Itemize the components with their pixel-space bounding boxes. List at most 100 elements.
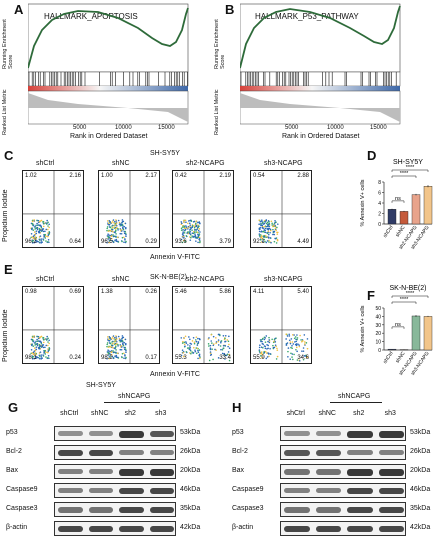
quadrant-value-ur: 2.88: [297, 173, 309, 179]
blot-band: [88, 526, 113, 533]
protein-label: β-actin: [232, 524, 254, 531]
blot-band: [88, 488, 113, 494]
xtick-a-2: 10000: [115, 125, 132, 131]
blot-band: [149, 488, 174, 495]
flow-plot: 0.98 0.69 98.1 0.24: [22, 286, 84, 364]
blot-band: [284, 450, 310, 457]
blot-band: [88, 507, 113, 513]
blot-band: [315, 450, 341, 457]
blot-band: [149, 507, 174, 514]
flow-plot-title: sh3-NCAPG: [264, 276, 303, 283]
blot-band: [58, 450, 83, 457]
quadrant-value-ul: 0.98: [25, 289, 37, 295]
blot-band: [347, 488, 373, 495]
flow-plot-title: sh2-NCAPG: [186, 160, 225, 167]
bar: [387, 209, 397, 225]
kda-label: 26kDa: [180, 448, 201, 455]
quadrant-value-ll: 55.3: [175, 355, 187, 361]
blot-band: [347, 431, 373, 438]
quadrant-value-lr: 0.17: [145, 355, 157, 361]
y-tick-label: 4: [378, 201, 381, 207]
sig-bracket: [391, 295, 429, 298]
sig-label: ****: [406, 165, 415, 171]
y-tick-label: 40: [375, 314, 381, 320]
y-tick-label: 10: [375, 340, 381, 346]
quadrant-value-ul: 0.42: [175, 173, 187, 179]
xlabel-c: Annexin Ⅴ-FITC: [150, 254, 200, 261]
xtick-a-1: 5000: [73, 125, 87, 131]
quadrant-value-ul: 5.46: [175, 289, 187, 295]
blot-band: [378, 469, 404, 476]
blot-band: [58, 469, 83, 475]
bar: [411, 194, 421, 225]
panel-label-g: G: [8, 400, 19, 415]
panel-label-f: F: [367, 288, 375, 303]
cell-line-g: SH-SY5Y: [86, 382, 116, 389]
protein-label: Caspase3: [232, 505, 264, 512]
sig-bracket: [391, 326, 405, 329]
kda-label: 20kDa: [180, 467, 201, 474]
protein-label: Caspase9: [232, 486, 264, 493]
blot-strip: [54, 464, 176, 479]
blot-band: [284, 488, 310, 494]
y-tick-label: 0: [378, 348, 381, 354]
blot-strip: [54, 445, 176, 460]
sig-bracket: [391, 301, 417, 304]
blot-band: [347, 450, 373, 456]
kda-label: 35kDa: [180, 505, 201, 512]
xtick-b-2: 10000: [327, 125, 344, 131]
bar: [423, 186, 433, 225]
y-tick-label: 50: [375, 306, 381, 312]
blot-band: [149, 431, 174, 438]
quadrant-value-lr: 3.79: [219, 239, 231, 245]
flow-plot-title: shNC: [112, 276, 130, 283]
lane-label: shNC: [318, 410, 336, 417]
flow-plot: 5.46 5.86 55.3 33.4: [172, 286, 234, 364]
quadrant-value-lr: 33.4: [219, 355, 231, 361]
sig-label: ****: [400, 171, 409, 177]
sig-label: ns: [395, 196, 401, 202]
kda-label: 53kDa: [180, 429, 201, 436]
enrichment-curve-a: [28, 7, 189, 69]
quadrant-value-ur: 2.16: [69, 173, 81, 179]
enrichment-curve-b: [240, 5, 401, 69]
quadrant-value-lr: 0.24: [69, 355, 81, 361]
blot-strip: [280, 426, 406, 441]
gsea-plot-b: [240, 3, 401, 125]
blot-strip: [280, 445, 406, 460]
blot-strip: [280, 464, 406, 479]
protein-label: p53: [232, 429, 244, 436]
gsea-xlabel-b: Rank in Ordered Dataset: [282, 133, 360, 140]
blot-strip: [54, 426, 176, 441]
protein-label: p53: [6, 429, 18, 436]
y-tick-label: 0: [378, 222, 381, 228]
flow-plot: 4.11 5.40 55.9 34.6: [250, 286, 312, 364]
blot-band: [119, 488, 144, 495]
sig-label: ****: [406, 291, 415, 297]
blot-band: [378, 488, 404, 495]
group-label-h: shNCAPG: [338, 393, 371, 400]
lane-label: sh2: [124, 410, 136, 417]
blot-band: [347, 469, 373, 476]
quadrant-value-ll: 96.2: [25, 239, 37, 245]
blot-band: [58, 507, 83, 513]
blot-band: [378, 526, 404, 533]
blot-strip: [54, 521, 176, 536]
blot-band: [315, 488, 341, 494]
lane-label: shCtrl: [286, 410, 305, 417]
quadrant-value-ll: 96.5: [101, 239, 113, 245]
gene-hits-b: [240, 72, 397, 86]
blot-band: [58, 431, 83, 436]
xtick-a-3: 15000: [158, 125, 175, 131]
blot-band: [284, 507, 310, 513]
quadrant-value-ur: 5.86: [219, 289, 231, 295]
quadrant-value-lr: 0.64: [69, 239, 81, 245]
sig-label: ns: [395, 322, 401, 328]
gsea-title-a: HALLMARK_APOPTOSIS: [44, 12, 138, 21]
kda-label: 53kDa: [410, 429, 431, 436]
kda-label: 42kDa: [410, 524, 431, 531]
lane-label: sh3: [155, 410, 167, 417]
panel-label-h: H: [232, 400, 242, 415]
panel-label-a: A: [14, 2, 24, 17]
